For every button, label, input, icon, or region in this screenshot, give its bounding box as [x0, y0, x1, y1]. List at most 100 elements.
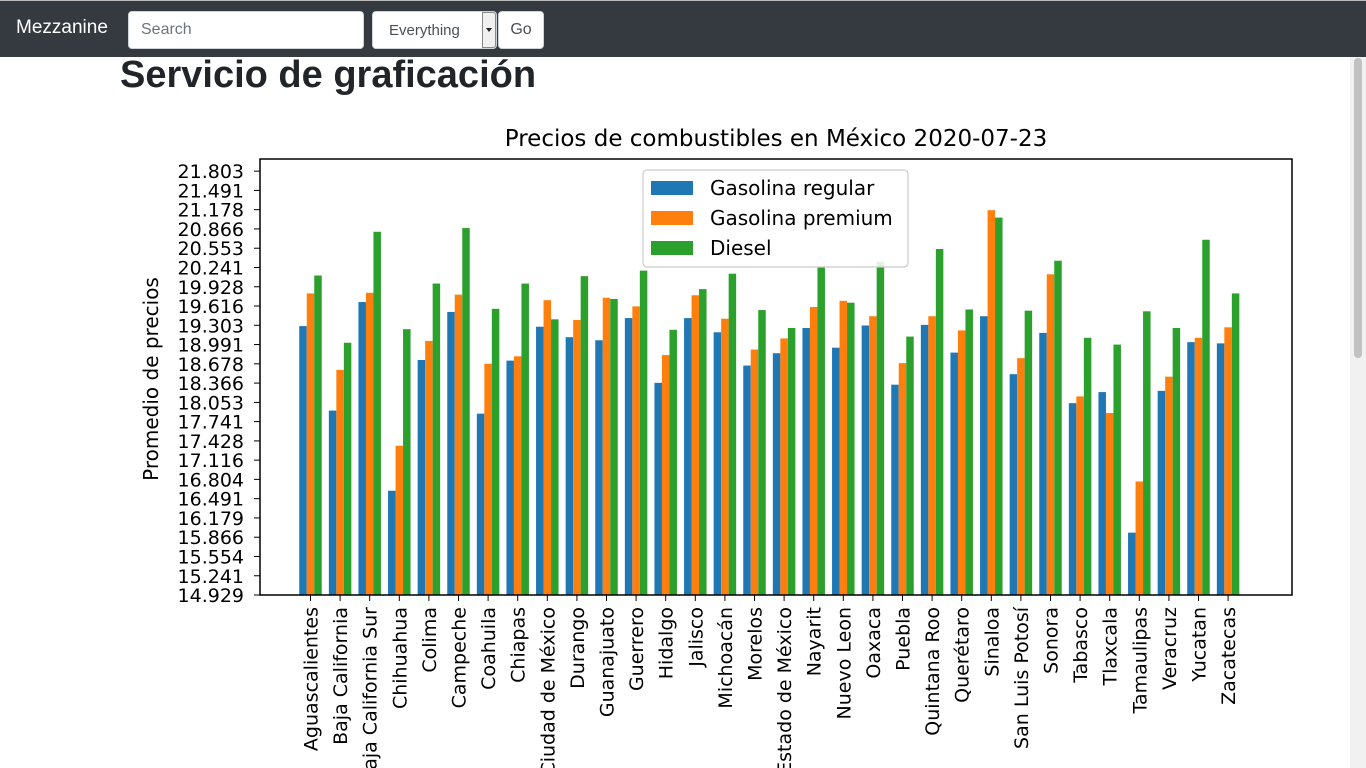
bar-gasolina-premium-25	[1046, 274, 1055, 595]
bar-diesel-7	[521, 283, 529, 595]
bar-diesel-0	[314, 275, 322, 595]
bar-gasolina-premium-2	[365, 292, 374, 595]
bar-gasolina-regular-10	[595, 340, 603, 595]
y-tick-label: 21.491	[178, 180, 244, 202]
bar-diesel-9	[580, 276, 589, 595]
x-tick-label: Baja California Sur	[360, 607, 382, 768]
bar-gasolina-premium-29	[1165, 376, 1173, 595]
x-tick-label: Puebla	[893, 607, 915, 671]
bar-gasolina-premium-0	[306, 293, 315, 595]
bar-gasolina-regular-21	[920, 324, 929, 595]
x-tick-label: Tamaulipas	[1129, 607, 1151, 714]
x-tick-label: Guerrero	[626, 607, 648, 691]
y-tick-label: 19.928	[178, 277, 244, 299]
bar-diesel-2	[373, 231, 381, 595]
bar-gasolina-regular-4	[417, 360, 426, 595]
bar-gasolina-premium-16	[780, 338, 788, 595]
y-tick-label: 17.428	[178, 431, 244, 453]
bar-diesel-14	[728, 273, 737, 595]
y-tick-label: 16.804	[178, 469, 244, 491]
bar-gasolina-regular-17	[802, 327, 810, 595]
bar-gasolina-premium-9	[573, 319, 581, 595]
go-button[interactable]: Go	[498, 11, 544, 49]
bar-gasolina-premium-18	[839, 300, 848, 595]
legend-swatch	[651, 181, 693, 195]
y-tick-label: 17.116	[178, 450, 244, 472]
bar-gasolina-regular-12	[654, 382, 662, 595]
bar-gasolina-premium-10	[602, 297, 611, 595]
x-tick-label: Guanajuato	[597, 607, 619, 717]
bar-gasolina-regular-20	[891, 384, 899, 595]
x-tick-label: Sonora	[1041, 607, 1063, 674]
x-tick-label: Baja California	[330, 607, 352, 745]
select-arrow-button[interactable]	[482, 12, 496, 48]
y-tick-label: 16.179	[178, 508, 244, 530]
y-tick-label: 16.491	[178, 489, 244, 511]
plot-frame	[259, 158, 1293, 596]
bar-gasolina-regular-28	[1128, 532, 1136, 595]
x-tick-label: Estado de México	[774, 607, 796, 768]
bar-gasolina-premium-12	[661, 355, 670, 595]
bar-diesel-10	[610, 298, 618, 595]
y-tick-label: 15.554	[178, 546, 244, 568]
y-tick-label: 17.741	[178, 412, 244, 434]
y-axis-label: Promedio de precios	[139, 277, 163, 481]
search-scope-select[interactable]: Everything	[372, 11, 497, 49]
bar-gasolina-regular-8	[536, 326, 544, 595]
y-tick-label: 21.803	[178, 161, 244, 183]
brand-link[interactable]: Mezzanine	[16, 17, 108, 38]
bar-diesel-16	[787, 327, 796, 595]
bar-diesel-30	[1202, 239, 1210, 595]
x-tick-label: Chihuahua	[389, 607, 411, 709]
x-tick-label: Quintana Roo	[922, 607, 944, 736]
bar-gasolina-regular-11	[624, 318, 633, 595]
bar-diesel-15	[758, 310, 766, 595]
x-tick-label: Nuevo Leon	[833, 607, 855, 719]
x-tick-label: Chiapas	[508, 607, 530, 683]
x-tick-label: Morelos	[745, 607, 767, 681]
bar-gasolina-premium-7	[513, 356, 522, 595]
bar-gasolina-regular-23	[980, 316, 988, 595]
y-tick-label: 21.178	[178, 200, 244, 222]
legend-label: Gasolina regular	[710, 176, 875, 200]
bar-diesel-24	[1024, 310, 1033, 595]
bar-gasolina-premium-15	[750, 349, 759, 595]
legend-swatch	[651, 211, 693, 225]
x-tick-label: Michoacán	[715, 607, 737, 709]
x-tick-label: Campeche	[449, 607, 471, 708]
bar-gasolina-regular-18	[832, 347, 840, 595]
search-input[interactable]	[128, 11, 364, 49]
x-tick-label: Colima	[419, 607, 441, 673]
bar-gasolina-regular-26	[1068, 403, 1077, 595]
scrollbar-thumb[interactable]	[1354, 58, 1362, 358]
bar-diesel-6	[491, 308, 500, 595]
x-tick-label: San Luis Potosí	[1011, 606, 1033, 749]
bar-gasolina-regular-19	[861, 325, 870, 595]
bar-diesel-11	[639, 270, 648, 595]
y-tick-label: 18.366	[178, 373, 244, 395]
bar-gasolina-premium-24	[1017, 358, 1025, 595]
bar-diesel-28	[1143, 311, 1151, 595]
bar-gasolina-premium-21	[928, 316, 936, 595]
bar-diesel-18	[847, 302, 855, 595]
search-scope-value: Everything	[389, 22, 460, 39]
legend-label: Diesel	[710, 236, 772, 260]
x-tick-label: Zacatecas	[1218, 607, 1240, 705]
chart-title: Precios de combustibles en México 2020-0…	[505, 126, 1047, 152]
x-tick-label: Oaxaca	[863, 607, 885, 679]
bar-gasolina-regular-15	[743, 365, 751, 595]
y-tick-label: 20.241	[178, 257, 244, 279]
bar-gasolina-premium-4	[425, 340, 433, 595]
bar-diesel-4	[432, 283, 441, 595]
bar-diesel-25	[1054, 260, 1062, 595]
legend-swatch	[651, 241, 693, 255]
x-tick-label: Querétaro	[952, 607, 974, 703]
bar-gasolina-regular-27	[1098, 392, 1106, 595]
bar-gasolina-regular-0	[299, 326, 307, 595]
chevron-down-icon	[486, 28, 492, 32]
y-tick-label: 14.929	[178, 585, 244, 607]
bar-gasolina-regular-22	[950, 352, 958, 595]
x-tick-label: Hidalgo	[656, 607, 678, 679]
legend-box	[642, 169, 909, 268]
x-tick-label: Sinaloa	[981, 607, 1003, 677]
